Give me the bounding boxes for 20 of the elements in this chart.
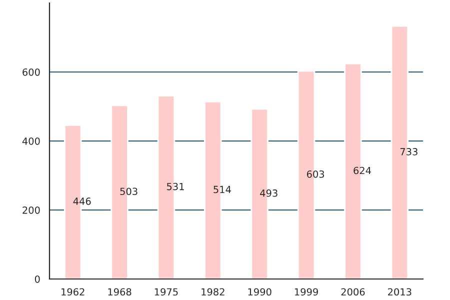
data-label: 531: [166, 182, 184, 190]
data-label: 624: [354, 166, 371, 174]
x-tick-label: 1982: [202, 288, 224, 296]
data-label: 493: [260, 189, 278, 197]
y-tick-label: 200: [22, 206, 40, 214]
x-tick-label: 1962: [62, 288, 84, 296]
x-tick-label: 2013: [388, 288, 412, 296]
data-label: 733: [400, 148, 418, 156]
x-tick-label: 1999: [294, 288, 318, 296]
x-tick-label: 1968: [108, 288, 132, 296]
y-tick-label: 600: [22, 68, 40, 76]
data-label: 503: [120, 188, 138, 196]
x-tick-label: 2006: [341, 288, 365, 296]
data-label: 446: [73, 198, 91, 205]
x-tick-label: 1975: [154, 288, 178, 296]
y-tick-label: 0: [34, 275, 40, 283]
data-label: 603: [306, 170, 324, 178]
data-label: 514: [214, 186, 231, 194]
y-tick-label: 400: [22, 137, 40, 145]
x-tick-label: 1990: [248, 288, 272, 296]
